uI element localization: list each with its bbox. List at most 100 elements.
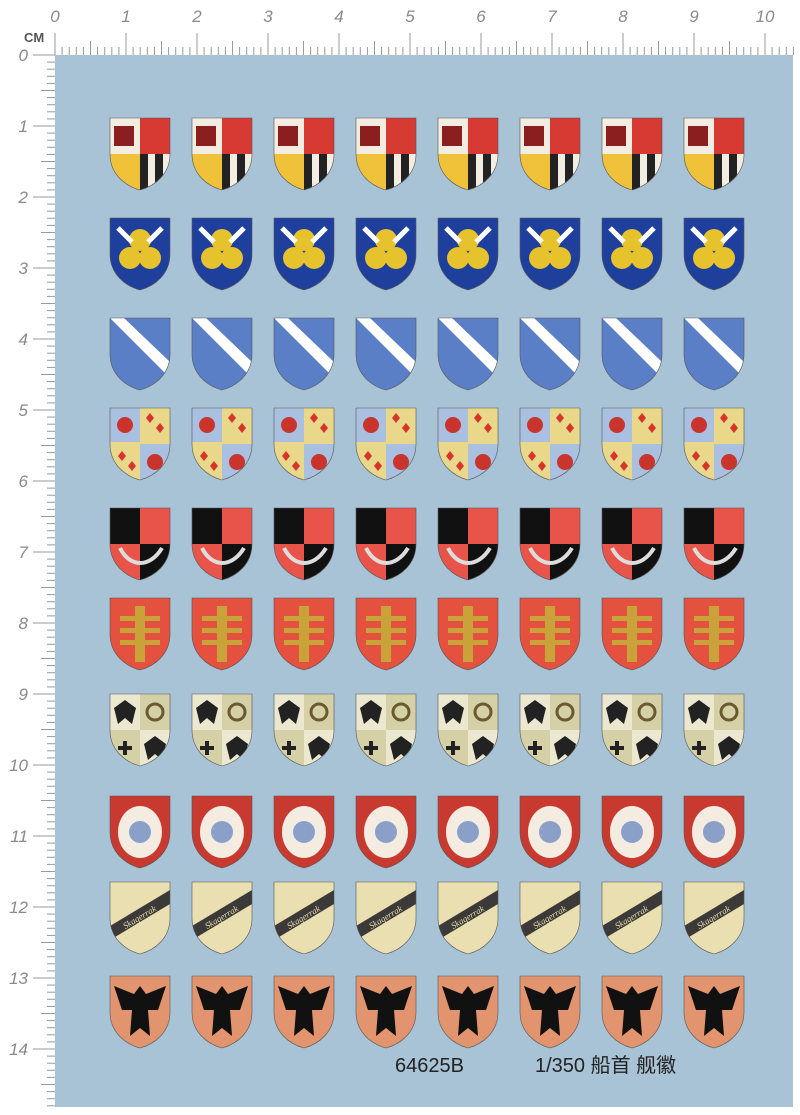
part xyxy=(303,247,325,269)
part xyxy=(702,461,710,471)
part xyxy=(362,226,410,244)
part xyxy=(610,451,618,461)
shield xyxy=(437,597,499,671)
shield-art xyxy=(602,796,662,868)
part xyxy=(610,741,624,755)
ruler-label: 7 xyxy=(19,543,29,562)
part xyxy=(140,154,148,172)
shield xyxy=(683,507,745,581)
shield-art xyxy=(356,218,416,290)
shield-outline xyxy=(601,317,663,391)
part xyxy=(714,172,722,190)
part xyxy=(444,226,492,244)
shield-outline xyxy=(273,317,335,391)
part xyxy=(550,694,580,730)
part xyxy=(319,154,327,172)
part xyxy=(375,821,397,843)
part xyxy=(612,640,652,645)
part xyxy=(222,118,252,154)
part xyxy=(360,700,382,724)
shield-outline xyxy=(355,795,417,869)
part xyxy=(304,508,334,544)
shield-art xyxy=(520,796,580,868)
part xyxy=(729,154,737,172)
shield-art xyxy=(520,694,580,766)
ruler-label: 0 xyxy=(50,7,60,26)
ruler-label: 9 xyxy=(689,7,699,26)
part xyxy=(709,606,719,662)
part xyxy=(227,702,247,722)
shield xyxy=(437,693,499,767)
ruler-label: 4 xyxy=(334,7,343,26)
part xyxy=(363,417,379,433)
shield-outline xyxy=(109,407,171,481)
part xyxy=(116,226,164,244)
part xyxy=(632,508,662,544)
part xyxy=(118,546,164,565)
part xyxy=(364,451,372,461)
part xyxy=(110,890,170,940)
part xyxy=(386,508,416,544)
part xyxy=(386,694,416,730)
part xyxy=(360,986,412,1036)
part xyxy=(691,417,707,433)
shield-art xyxy=(192,796,252,868)
shield xyxy=(437,507,499,581)
part xyxy=(274,508,304,544)
ruler-label: 1 xyxy=(121,7,130,26)
shield-art xyxy=(110,976,170,1048)
part xyxy=(468,118,498,154)
ruler-label: 10 xyxy=(756,7,775,26)
part xyxy=(611,247,633,269)
shield-outline xyxy=(683,217,745,291)
part xyxy=(280,226,328,244)
part xyxy=(538,461,546,471)
part xyxy=(721,454,737,470)
part xyxy=(229,454,245,470)
shield xyxy=(273,597,335,671)
unit-label: CM xyxy=(24,30,44,45)
shield xyxy=(437,217,499,291)
shield-art xyxy=(274,408,334,480)
part xyxy=(200,546,246,565)
shield-outline xyxy=(601,597,663,671)
part xyxy=(374,461,382,471)
part xyxy=(528,741,542,755)
ruler-label: 6 xyxy=(19,472,29,491)
shield-outline xyxy=(191,407,253,481)
shield-art xyxy=(602,318,662,390)
part xyxy=(545,606,555,662)
part xyxy=(639,454,655,470)
part xyxy=(692,451,700,461)
part xyxy=(520,890,580,940)
shield-art xyxy=(356,318,416,390)
part xyxy=(632,694,662,730)
part xyxy=(468,694,498,730)
part xyxy=(638,413,646,423)
part xyxy=(202,628,242,633)
shield: Skagerrak xyxy=(683,881,745,955)
shield-outline xyxy=(191,507,253,581)
ruler-label: 6 xyxy=(476,7,486,26)
part xyxy=(608,226,656,244)
shield xyxy=(191,795,253,869)
shield-outline xyxy=(601,975,663,1049)
part xyxy=(120,616,160,621)
shield-art xyxy=(356,408,416,480)
part xyxy=(602,318,662,378)
ruler-label: 8 xyxy=(618,7,628,26)
part xyxy=(524,126,544,146)
part xyxy=(566,423,574,433)
shield-outline xyxy=(519,507,581,581)
part xyxy=(632,118,662,154)
shield xyxy=(601,507,663,581)
shield-art xyxy=(110,318,170,390)
part xyxy=(688,126,708,146)
ruler-label: 5 xyxy=(19,401,29,420)
part xyxy=(714,694,744,730)
part xyxy=(549,247,571,269)
part xyxy=(192,318,252,378)
shield-outline xyxy=(601,693,663,767)
part xyxy=(293,821,315,843)
part xyxy=(442,986,494,1036)
